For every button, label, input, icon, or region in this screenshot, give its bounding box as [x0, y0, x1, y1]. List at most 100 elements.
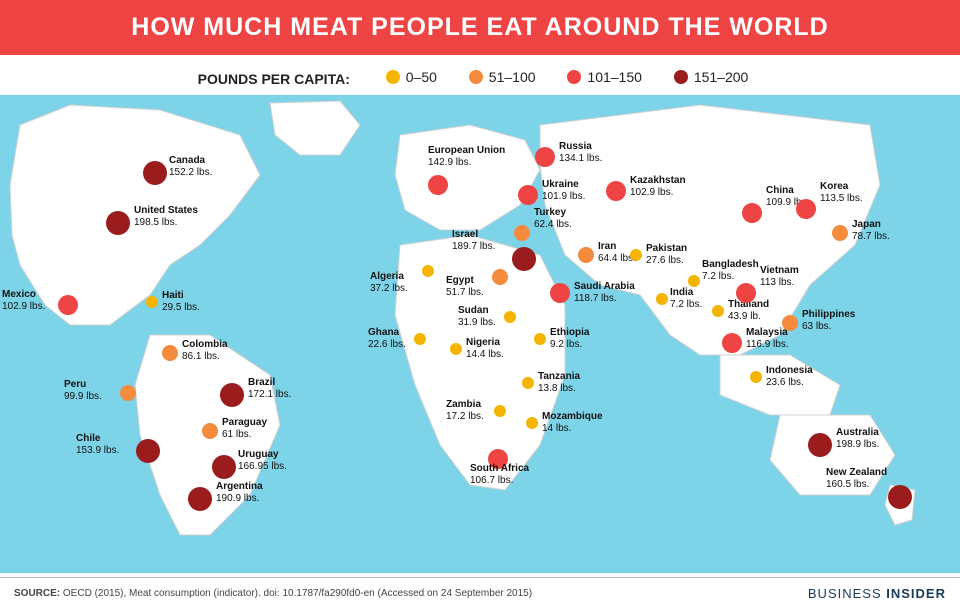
data-point: Israel189.7 lbs.: [512, 247, 536, 271]
data-point: Colombia86.1 lbs.: [162, 345, 178, 361]
data-point-name: Chile: [76, 433, 119, 445]
data-point: India7.2 lbs.: [656, 293, 668, 305]
data-point-value: 7.2 lbs.: [702, 271, 759, 283]
data-point-name: Uruguay: [238, 449, 287, 461]
data-point-label: Bangladesh7.2 lbs.: [702, 259, 759, 282]
data-point-label: Uruguay166.95 lbs.: [238, 449, 287, 472]
data-point: Pakistan27.6 lbs.: [630, 249, 642, 261]
data-point-label: Egypt51.7 lbs.: [446, 275, 484, 298]
footer: SOURCE: OECD (2015), Meat consumption (i…: [0, 577, 960, 609]
data-point-label: Philippines63 lbs.: [802, 309, 855, 332]
data-point-dot: [808, 433, 832, 457]
data-point-value: 51.7 lbs.: [446, 287, 484, 299]
data-point-value: 152.2 lbs.: [169, 167, 212, 179]
legend-bucket-1: 51–100: [469, 69, 536, 85]
data-point-value: 23.6 lbs.: [766, 377, 813, 389]
data-point-value: 17.2 lbs.: [446, 411, 484, 423]
data-point-label: United States198.5 lbs.: [134, 205, 198, 228]
data-point-dot: [832, 225, 848, 241]
data-point: Vietnam113 lbs.: [736, 283, 756, 303]
data-point-name: Argentina: [216, 481, 263, 493]
data-point-label: Tanzania13.8 lbs.: [538, 371, 580, 394]
data-point-dot: [120, 385, 136, 401]
data-point-dot: [518, 185, 538, 205]
legend-bucket-2: 101–150: [567, 69, 642, 85]
data-point-dot: [888, 485, 912, 509]
data-point-value: 78.7 lbs.: [852, 231, 890, 243]
data-point: Uruguay166.95 lbs.: [212, 455, 236, 479]
legend-dot-1: [469, 70, 483, 84]
data-point-dot: [188, 487, 212, 511]
data-point-dot: [688, 275, 700, 287]
data-point: Chile153.9 lbs.: [136, 439, 160, 463]
data-point-value: 102.9 lbs.: [2, 301, 45, 313]
data-point-value: 102.9 lbs.: [630, 187, 686, 199]
data-point-name: South Africa: [470, 463, 529, 475]
data-point: Tanzania13.8 lbs.: [522, 377, 534, 389]
data-point-label: Russia134.1 lbs.: [559, 141, 602, 164]
data-point-dot: [514, 225, 530, 241]
brand-part-1: BUSINESS: [808, 586, 882, 601]
data-point-dot: [656, 293, 668, 305]
data-point-value: 31.9 lbs.: [458, 317, 496, 329]
data-point: Mexico102.9 lbs.: [58, 295, 78, 315]
data-point-label: New Zealand160.5 lbs.: [826, 467, 887, 490]
legend-range-2: 101–150: [587, 69, 642, 85]
data-point-label: Ethiopia9.2 lbs.: [550, 327, 589, 350]
data-point-value: 142.9 lbs.: [428, 157, 505, 169]
legend-range-0: 0–50: [406, 69, 437, 85]
data-point-value: 166.95 lbs.: [238, 461, 287, 473]
data-point: Korea113.5 lbs.: [796, 199, 816, 219]
data-point-label: Paraguay61 lbs.: [222, 417, 267, 440]
data-point: Mozambique14 lbs.: [526, 417, 538, 429]
data-point-name: Australia: [836, 427, 879, 439]
data-point-label: Mexico102.9 lbs.: [2, 289, 45, 312]
data-point-label: Japan78.7 lbs.: [852, 219, 890, 242]
data-point-dot: [212, 455, 236, 479]
data-point-name: Indonesia: [766, 365, 813, 377]
data-point-name: Mexico: [2, 289, 45, 301]
title-bar: HOW MUCH MEAT PEOPLE EAT AROUND THE WORL…: [0, 0, 960, 55]
data-point-value: 116.9 lbs.: [746, 339, 789, 351]
data-point: Australia198.9 lbs.: [808, 433, 832, 457]
brand-part-2: INSIDER: [886, 586, 946, 601]
data-point-name: Paraguay: [222, 417, 267, 429]
data-point-dot: [162, 345, 178, 361]
legend-range-3: 151–200: [694, 69, 749, 85]
legend-label: POUNDS PER CAPITA:: [198, 71, 350, 87]
data-point-name: Vietnam: [760, 265, 799, 277]
data-point: Kazakhstan102.9 lbs.: [606, 181, 626, 201]
data-point: Brazil172.1 lbs.: [220, 383, 244, 407]
data-point: Indonesia23.6 lbs.: [750, 371, 762, 383]
data-point-label: Ukraine101.9 lbs.: [542, 179, 585, 202]
data-point-name: Ghana: [368, 327, 406, 339]
data-point-dot: [526, 417, 538, 429]
data-point-dot: [428, 175, 448, 195]
data-point-dot: [712, 305, 724, 317]
data-point-name: Canada: [169, 155, 212, 167]
data-point-dot: [578, 247, 594, 263]
data-point-label: Colombia86.1 lbs.: [182, 339, 228, 362]
data-point-name: Nigeria: [466, 337, 504, 349]
data-point-label: Algeria37.2 lbs.: [370, 271, 408, 294]
data-point: European Union142.9 lbs.: [428, 175, 448, 195]
data-point-name: Philippines: [802, 309, 855, 321]
data-point-dot: [504, 311, 516, 323]
data-point-name: China: [766, 185, 809, 197]
data-point-name: Ethiopia: [550, 327, 589, 339]
data-point-dot: [106, 211, 130, 235]
data-point-value: 37.2 lbs.: [370, 283, 408, 295]
data-point-name: Bangladesh: [702, 259, 759, 271]
data-point-name: Japan: [852, 219, 890, 231]
data-point: Bangladesh7.2 lbs.: [688, 275, 700, 287]
data-point-dot: [146, 296, 158, 308]
data-point-label: Israel189.7 lbs.: [452, 229, 495, 252]
data-point-value: 27.6 lbs.: [646, 255, 687, 267]
data-point-value: 101.9 lbs.: [542, 191, 585, 203]
data-point-label: Australia198.9 lbs.: [836, 427, 879, 450]
data-point-name: Russia: [559, 141, 602, 153]
data-point-label: Korea113.5 lbs.: [820, 181, 863, 204]
data-point-name: Sudan: [458, 305, 496, 317]
data-point-label: Turkey62.4 lbs.: [534, 207, 572, 230]
data-point: Malaysia116.9 lbs.: [722, 333, 742, 353]
